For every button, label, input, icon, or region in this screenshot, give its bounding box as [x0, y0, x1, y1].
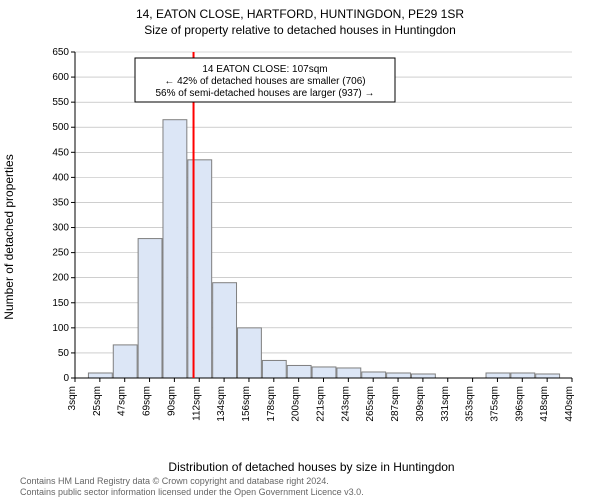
svg-text:400: 400	[52, 172, 69, 183]
svg-text:250: 250	[52, 248, 69, 259]
svg-text:243sqm: 243sqm	[340, 386, 351, 422]
y-axis-label: Number of detached properties	[2, 48, 16, 426]
title-line-1: 14, EATON CLOSE, HARTFORD, HUNTINGDON, P…	[0, 6, 600, 22]
svg-text:50: 50	[58, 348, 70, 359]
svg-text:600: 600	[52, 72, 69, 83]
svg-text:500: 500	[52, 122, 69, 133]
svg-text:150: 150	[52, 298, 69, 309]
svg-text:134sqm: 134sqm	[216, 386, 227, 422]
svg-text:14 EATON CLOSE: 107sqm: 14 EATON CLOSE: 107sqm	[202, 64, 327, 75]
svg-text:650: 650	[52, 48, 69, 58]
svg-text:450: 450	[52, 147, 69, 158]
svg-text:309sqm: 309sqm	[415, 386, 426, 422]
svg-text:← 42% of detached houses are s: ← 42% of detached houses are smaller (70…	[164, 76, 365, 87]
svg-text:353sqm: 353sqm	[465, 386, 476, 422]
chart-container: 14, EATON CLOSE, HARTFORD, HUNTINGDON, P…	[0, 0, 600, 500]
svg-text:287sqm: 287sqm	[390, 386, 401, 422]
title-line-2: Size of property relative to detached ho…	[0, 22, 600, 38]
plot-area: 0 50 100 150 200 250 300 350 400 450 500 550 600 650 3…	[45, 48, 578, 426]
svg-text:396sqm: 396sqm	[514, 386, 525, 422]
svg-text:200sqm: 200sqm	[291, 386, 302, 422]
footnote: Contains HM Land Registry data © Crown c…	[20, 476, 364, 498]
footnote-line-2: Contains public sector information licen…	[20, 487, 364, 498]
svg-text:418sqm: 418sqm	[539, 386, 550, 422]
svg-text:200: 200	[52, 273, 69, 284]
svg-text:350: 350	[52, 197, 69, 208]
svg-text:440sqm: 440sqm	[564, 386, 575, 422]
svg-text:300: 300	[52, 223, 69, 234]
svg-text:112sqm: 112sqm	[191, 386, 202, 421]
svg-text:221sqm: 221sqm	[316, 386, 327, 422]
svg-text:550: 550	[52, 97, 69, 108]
svg-text:265sqm: 265sqm	[365, 386, 376, 422]
svg-text:178sqm: 178sqm	[266, 386, 277, 422]
x-axis-label: Distribution of detached houses by size …	[45, 460, 578, 474]
svg-text:0: 0	[63, 373, 69, 384]
svg-text:25sqm: 25sqm	[92, 386, 103, 416]
svg-text:90sqm: 90sqm	[166, 386, 177, 416]
svg-text:56% of semi-detached houses ar: 56% of semi-detached houses are larger (…	[155, 88, 374, 99]
histogram-svg: 0 50 100 150 200 250 300 350 400 450 500 550 600 650 3…	[45, 48, 578, 426]
svg-text:47sqm: 47sqm	[117, 386, 128, 416]
svg-text:3sqm: 3sqm	[67, 386, 78, 410]
svg-text:100: 100	[52, 323, 69, 334]
footnote-line-1: Contains HM Land Registry data © Crown c…	[20, 476, 364, 487]
svg-text:331sqm: 331sqm	[440, 386, 451, 422]
svg-text:69sqm: 69sqm	[142, 386, 153, 416]
svg-text:156sqm: 156sqm	[241, 386, 252, 422]
svg-text:375sqm: 375sqm	[489, 386, 500, 422]
titles: 14, EATON CLOSE, HARTFORD, HUNTINGDON, P…	[0, 0, 600, 38]
